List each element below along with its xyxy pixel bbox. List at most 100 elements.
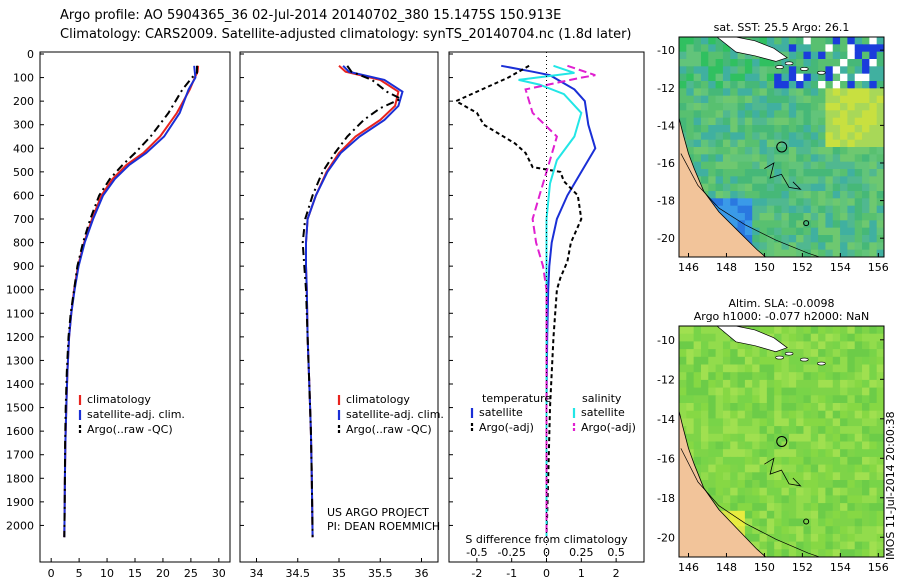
map-cell [752,533,761,543]
map-cell [803,205,812,214]
map-cell [788,154,797,163]
map-cell [700,472,709,481]
map-cell [759,176,768,185]
map-cell [708,183,717,192]
map-cell [730,449,739,458]
map-cell [774,37,783,45]
map-cell [854,191,863,199]
map-cell [766,183,775,192]
map-cell [796,326,805,335]
map-cell [810,191,819,199]
map-cell [854,418,863,427]
map-cell [876,333,884,342]
map-cell [810,169,819,177]
map-cell [781,117,790,126]
map-cell [832,147,841,155]
y-tick-label: 500 [13,166,34,179]
map-cell [679,349,687,358]
map-cell [862,88,870,97]
map-cell [759,191,768,199]
map-cell [869,191,878,199]
map-cell [774,95,783,104]
map-cell [686,356,695,366]
land-australia [679,409,767,557]
map-cell [810,147,819,155]
map-cell [722,205,731,214]
map-cell [847,395,856,404]
map-cell [722,480,731,489]
map-cell [737,487,746,496]
map-cell [788,418,797,427]
map-cell [766,464,775,473]
map-cell [759,73,768,82]
x-tick-label: 156 [868,561,889,574]
map-cell [737,495,746,504]
map-cell [722,139,731,148]
map-cell [832,213,841,221]
series-line-satellite-adj-clim- [63,65,197,538]
island [784,61,794,66]
map-cell [862,191,870,199]
map-cell [796,147,805,155]
map-cell [854,95,863,104]
map-cell [847,191,856,199]
map-cell [788,449,797,458]
map-cell [818,154,827,163]
map-cell [774,191,783,199]
map-cell [708,326,717,335]
map-cell [818,220,827,229]
map-cell [818,487,827,496]
map-cell [810,333,819,342]
map-cell [737,73,746,82]
map-cell [708,59,717,67]
map-cell [781,364,790,373]
map-cell [832,487,841,496]
map-cell [686,81,695,89]
map-cell [752,426,761,435]
map-cell [847,110,856,119]
map-cell [715,449,724,458]
map-cell [693,66,702,75]
map-cell [700,169,709,177]
map-cell [840,66,848,75]
legend-label: satellite [581,406,625,419]
map-title: Altim. SLA: -0.0098 [728,297,834,310]
map-cell [766,242,775,251]
map-cell [825,379,834,389]
map-cell [700,403,709,412]
map-cell [854,510,863,520]
map-cell [715,395,724,404]
map-cell [715,183,724,192]
map-cell [766,125,775,133]
map-cell [854,403,863,412]
map-cell [774,235,783,243]
map-cell [825,464,834,473]
map-cell [781,110,790,119]
map-cell [825,449,834,458]
map-cell [832,95,841,104]
map-cell [759,132,768,141]
map-cell [876,44,884,53]
map-cell [744,426,753,435]
map-cell [722,176,731,185]
map-cell [825,356,834,366]
legend-label: Argo(-adj) [581,421,636,434]
map-cell [686,433,695,443]
map-cell [737,59,746,67]
map-cell [708,88,717,97]
map-cell [869,495,878,504]
map-cell [847,183,856,192]
map-cell [708,110,717,119]
map-cell [862,449,870,458]
map-cell [686,364,695,373]
map-cell [759,117,768,126]
map-cell [722,510,731,520]
map-cell [810,518,819,527]
map-cell [862,364,870,373]
map-cell [825,242,834,251]
map-cell [752,154,761,163]
map-cell [803,387,812,396]
series-line-salinity-satellite [518,64,583,538]
map-cell [818,59,827,67]
map-cell [818,549,827,557]
